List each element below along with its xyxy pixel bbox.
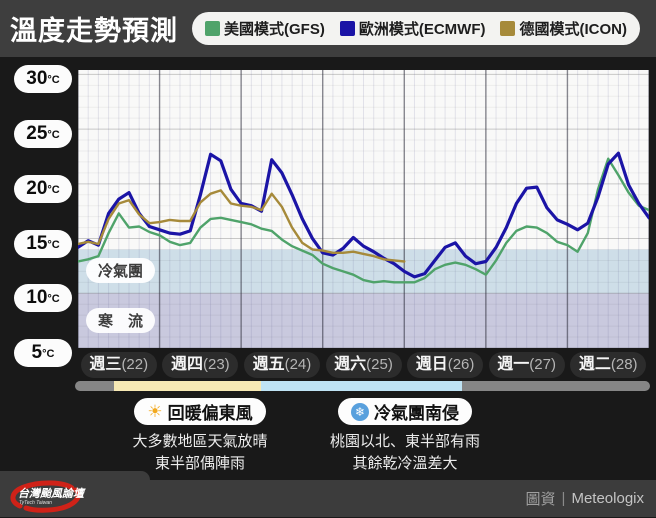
- credit-separator: |: [561, 490, 566, 507]
- y-tick-value: 10: [26, 287, 48, 309]
- annotation-cold-line1: 桃園以北、東半部有雨: [329, 433, 480, 450]
- snowflake-icon: ❄: [351, 402, 369, 421]
- y-tick-10: 10°C: [14, 284, 72, 313]
- y-tick-15: 15°C: [14, 229, 72, 258]
- legend-item: 德國模式(ICON): [500, 18, 627, 39]
- y-tick-unit: °C: [47, 238, 60, 251]
- legend-swatch: [205, 21, 220, 36]
- legend-label: 歐洲模式(ECMWF): [358, 21, 486, 38]
- annotation-cold: ❄ 冷氣團南侵 桃園以北、東半部有雨 其餘乾冷溫差大: [295, 398, 515, 475]
- y-tick-30: 30°C: [14, 65, 72, 94]
- y-tick-unit: °C: [47, 129, 60, 142]
- x-day-label: 週一(27): [488, 352, 565, 378]
- x-day-label: 週二(28): [570, 352, 647, 378]
- x-day-label: 週六(25): [325, 352, 402, 378]
- y-tick-25: 25°C: [14, 120, 72, 149]
- annotation-cold-title: 冷氣團南侵: [374, 404, 459, 423]
- legend: 美國模式(GFS) 歐洲模式(ECMWF) 德國模式(ICON): [192, 12, 640, 45]
- tytech-taiwan-logo: 台灣颱風論壇 TyTech Taiwan: [10, 480, 86, 513]
- day-name: 週三: [89, 356, 122, 373]
- y-tick-20: 20°C: [14, 174, 72, 203]
- day-number: (23): [203, 356, 230, 373]
- header-bar: 溫度走勢預測 美國模式(GFS) 歐洲模式(ECMWF) 德國模式(ICON): [0, 0, 656, 57]
- day-name: 週一: [497, 356, 530, 373]
- band-label: 寒 流: [86, 307, 156, 333]
- y-tick-value: 5: [31, 342, 43, 363]
- day-name: 週四: [170, 356, 203, 373]
- day-name: 週六: [334, 356, 367, 373]
- logo-subtitle-text: TyTech Taiwan: [19, 500, 52, 506]
- day-name: 週日: [415, 356, 448, 373]
- y-tick-5: 5°C: [14, 339, 72, 367]
- footer-tab: [0, 471, 150, 480]
- legend-item: 美國模式(GFS): [205, 18, 325, 39]
- day-number: (25): [366, 356, 393, 373]
- x-day-label: 週三(22): [80, 352, 157, 378]
- credit-label: 圖資: [525, 491, 556, 508]
- annotation-warm-pill: ☀ 回暖偏東風: [134, 398, 266, 425]
- x-day-label: 週日(26): [407, 352, 484, 378]
- y-tick-value: 25: [26, 123, 48, 145]
- y-tick-value: 15: [26, 232, 48, 254]
- annotation-warm: ☀ 回暖偏東風 大多數地區天氣放晴 東半部偶陣雨: [100, 398, 300, 475]
- legend-swatch: [339, 21, 355, 36]
- condition-segment-none: [461, 381, 650, 391]
- credit: 圖資 | Meteologix: [526, 480, 644, 517]
- legend-item: 歐洲模式(ECMWF): [339, 18, 486, 39]
- day-number: (28): [610, 356, 638, 373]
- y-tick-unit: °C: [47, 183, 60, 196]
- annotation-warm-line1: 大多數地區天氣放晴: [132, 433, 268, 450]
- day-number: (22): [121, 356, 149, 373]
- condition-segment-none: [75, 381, 115, 391]
- band-label: 冷氣團: [86, 258, 156, 284]
- legend-label: 美國模式(GFS): [224, 21, 325, 38]
- day-number: (24): [284, 356, 312, 373]
- legend-label: 德國模式(ICON): [519, 21, 627, 38]
- day-name: 週五: [252, 356, 285, 373]
- plot-area: 冷氣團寒 流: [78, 70, 649, 348]
- temperature-line-chart: [78, 70, 649, 348]
- annotation-cold-pill: ❄ 冷氣團南侵: [338, 398, 472, 425]
- page-title: 溫度走勢預測: [10, 16, 178, 46]
- annotation-cold-line2: 其餘乾冷溫差大: [352, 455, 458, 472]
- day-name: 週二: [578, 356, 611, 373]
- y-tick-unit: °C: [47, 74, 60, 87]
- y-tick-value: 20: [26, 177, 48, 199]
- day-number: (27): [529, 356, 556, 373]
- sun-icon: ☀: [147, 402, 163, 421]
- y-tick-unit: °C: [47, 293, 60, 306]
- day-number: (26): [447, 356, 475, 373]
- annotation-cold-text: 桃園以北、東半部有雨 其餘乾冷溫差大: [295, 431, 515, 475]
- x-day-label: 週四(23): [162, 352, 239, 378]
- condition-bar: [75, 381, 650, 391]
- y-tick-unit: °C: [42, 348, 55, 360]
- condition-segment-warm: [114, 381, 262, 391]
- annotation-warm-line2: 東半部偶陣雨: [154, 455, 245, 472]
- x-day-label: 週五(24): [243, 352, 320, 378]
- legend-swatch: [500, 21, 516, 36]
- chart-stage: 冷氣團寒 流 30°C 25°C 20°C 15°C 10°C 5°C 週三(22) 週四(…: [0, 57, 656, 480]
- logo-title-text: 台灣颱風論壇: [18, 487, 86, 500]
- condition-segment-cold: [261, 381, 462, 391]
- footer-bar: 台灣颱風論壇 TyTech Taiwan 圖資 | Meteologix: [0, 480, 656, 517]
- annotation-warm-title: 回暖偏東風: [167, 404, 253, 423]
- y-tick-value: 30: [26, 68, 48, 90]
- credit-source: Meteologix: [571, 490, 644, 507]
- annotation-warm-text: 大多數地區天氣放晴 東半部偶陣雨: [100, 431, 300, 475]
